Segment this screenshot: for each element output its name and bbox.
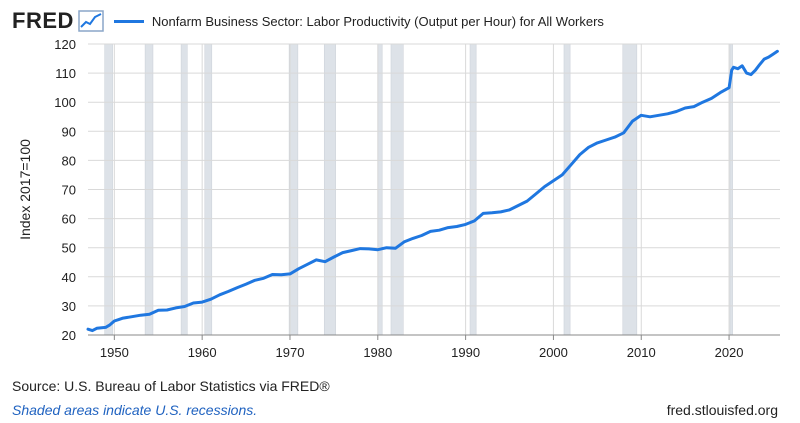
y-tick-label: 90 <box>62 124 76 139</box>
y-tick-label: 100 <box>54 95 76 110</box>
x-tick-label: 1960 <box>188 345 217 360</box>
y-tick-label: 120 <box>54 37 76 52</box>
y-tick-label: 50 <box>62 241 76 256</box>
y-tick-label: 60 <box>62 212 76 227</box>
legend-swatch <box>113 19 144 23</box>
y-tick-label: 20 <box>62 328 76 343</box>
series-line <box>86 49 779 333</box>
fred-logo[interactable]: FRED <box>12 8 74 33</box>
chart-header: FRED Nonfarm Business Sector: Labor Prod… <box>12 6 604 36</box>
y-tick-label: 30 <box>62 299 76 314</box>
x-tick-label: 1980 <box>363 345 392 360</box>
source-label: Source: U.S. Bureau of Labor Statistics <box>12 378 256 394</box>
chart-line-icon <box>78 10 104 32</box>
x-tick-label: 2000 <box>539 345 568 360</box>
series-title: Nonfarm Business Sector: Labor Productiv… <box>151 13 604 29</box>
y-axis-label: Index 2017=100 <box>17 139 33 240</box>
x-tick-label: 2010 <box>627 345 656 360</box>
fred-url[interactable]: fred.stlouisfed.org <box>666 402 778 418</box>
y-tick-label: 70 <box>62 183 76 198</box>
via-fred: via FRED® <box>255 378 330 394</box>
legend: Nonfarm Business Sector: Labor Productiv… <box>113 13 604 29</box>
source-line: Source: U.S. Bureau of Labor Statistics … <box>12 378 330 394</box>
x-tick-label: 1970 <box>276 345 305 360</box>
y-tick-label: 110 <box>55 66 76 81</box>
y-tick-label: 80 <box>62 153 76 168</box>
x-tick-label: 1990 <box>451 345 480 360</box>
x-tick-label: 2020 <box>715 345 744 360</box>
y-tick-label: 40 <box>62 270 76 285</box>
recession-note: Shaded areas indicate U.S. recessions. <box>12 402 258 418</box>
x-tick-label: 1950 <box>100 345 129 360</box>
